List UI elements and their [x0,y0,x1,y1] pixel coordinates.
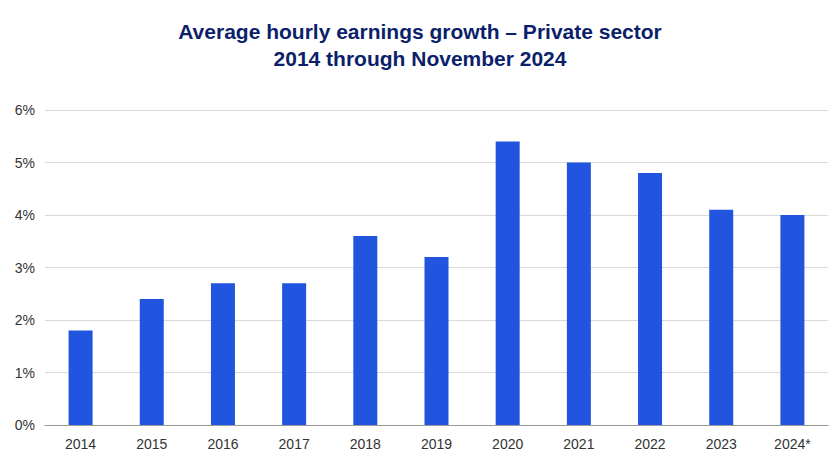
svg-text:2018: 2018 [350,436,381,452]
svg-text:2022: 2022 [634,436,665,452]
svg-text:2017: 2017 [279,436,310,452]
svg-text:2021: 2021 [563,436,594,452]
svg-text:2024*: 2024* [774,436,811,452]
svg-text:2014: 2014 [65,436,96,452]
svg-text:0%: 0% [15,417,35,433]
svg-text:2015: 2015 [136,436,167,452]
svg-text:3%: 3% [15,260,35,276]
svg-text:2023: 2023 [706,436,737,452]
svg-text:1%: 1% [15,365,35,381]
svg-text:4%: 4% [15,207,35,223]
svg-text:2%: 2% [15,312,35,328]
svg-text:2014 through November 2024: 2014 through November 2024 [274,47,567,70]
svg-text:2019: 2019 [421,436,452,452]
svg-text:5%: 5% [15,155,35,171]
svg-text:2020: 2020 [492,436,523,452]
svg-text:Average hourly earnings growth: Average hourly earnings growth – Private… [178,20,662,43]
svg-text:6%: 6% [15,102,35,118]
svg-text:2016: 2016 [207,436,238,452]
